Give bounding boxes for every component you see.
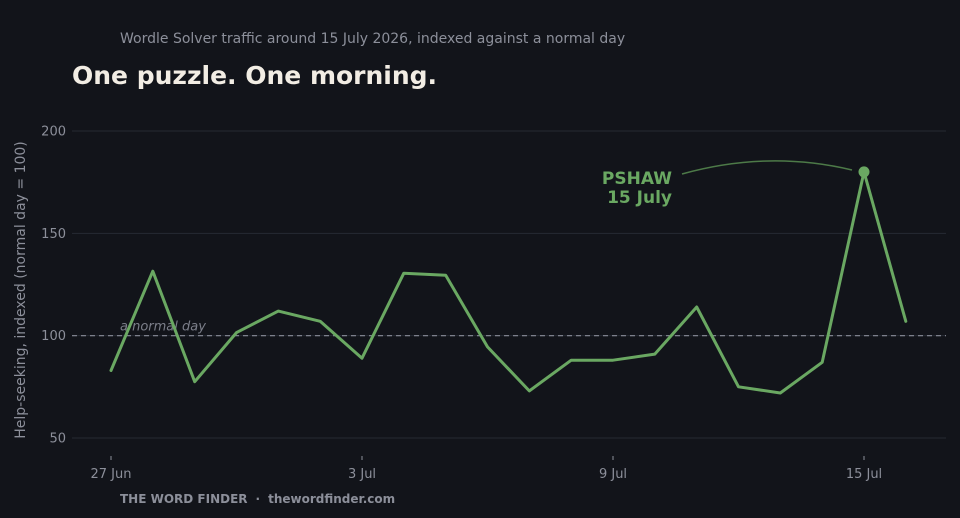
annotation-word-label: PSHAW: [602, 169, 672, 189]
y-tick-labels: 50 100 150 200: [41, 125, 66, 447]
y-tick-label-150: 150: [41, 227, 66, 242]
annotation-date-label: 15 July: [607, 188, 672, 208]
x-tick-label-1: 3 Jul: [348, 467, 376, 482]
footer-credit: THE WORD FINDER · thewordfinder.com: [120, 492, 395, 506]
chart-subtitle: Wordle Solver traffic around 15 July 202…: [120, 31, 626, 47]
footer-separator: ·: [255, 492, 261, 506]
footer-site: thewordfinder.com: [268, 492, 396, 506]
annotation-connector: [681, 160, 853, 175]
y-tick-label-50: 50: [49, 432, 66, 447]
x-tick-label-2: 9 Jul: [599, 467, 627, 482]
chart-title: One puzzle. One morning.: [72, 61, 438, 90]
series-points: [858, 166, 870, 178]
x-tick-label-0: 27 Jun: [91, 467, 132, 482]
x-tick-labels: 27 Jun 3 Jul 9 Jul 15 Jul: [91, 456, 882, 482]
y-tick-label-100: 100: [41, 329, 66, 344]
y-tick-label-200: 200: [41, 125, 66, 140]
grid-lines: [72, 130, 946, 439]
footer-brand: THE WORD FINDER: [120, 492, 248, 506]
normal-day-reference-label: a normal day: [120, 320, 206, 335]
y-axis-label: Help-seeking, indexed (normal day = 100): [13, 141, 29, 439]
traffic-series-line: [109, 170, 908, 395]
x-tick-label-3: 15 Jul: [846, 467, 882, 482]
peak-marker: [858, 166, 870, 178]
